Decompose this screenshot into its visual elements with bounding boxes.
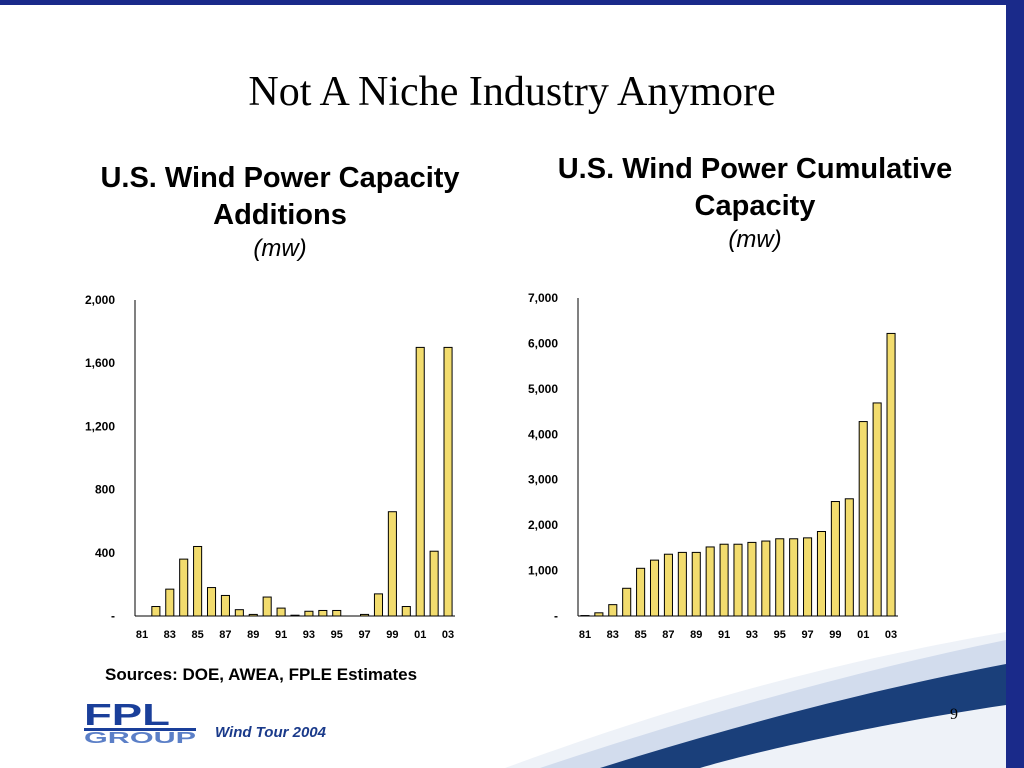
top-accent-bar (0, 0, 1024, 5)
additions-xtick-label: 83 (164, 629, 176, 641)
cumulative-bar-03 (886, 332, 896, 617)
additions-bar-92 (290, 614, 300, 617)
cumulative-ytick-label: 7,000 (528, 291, 558, 305)
cumulative-bar-01 (858, 421, 868, 617)
additions-ytick-label: 400 (95, 546, 115, 560)
additions-ytick-label: 2,000 (85, 293, 115, 307)
additions-bar-90 (262, 596, 272, 617)
sources-note: Sources: DOE, AWEA, FPLE Estimates (105, 665, 418, 684)
cumulative-bar-92 (733, 543, 743, 617)
additions-xtick-label: 91 (275, 629, 287, 641)
cumulative-bar-94 (761, 540, 771, 617)
cumulative-ytick-label: 6,000 (528, 336, 558, 350)
chart-title-additions: U.S. Wind Power Capacity Additions (mw) (80, 160, 480, 264)
fpl-group-logo: FPL GROUP (84, 698, 197, 746)
additions-bar-83 (165, 588, 175, 617)
additions-bar-97 (360, 613, 370, 617)
additions-bar-99 (387, 511, 397, 617)
additions-bar-84 (179, 558, 189, 617)
cumulative-xtick-label: 93 (746, 629, 758, 641)
additions-bar-94 (318, 609, 328, 617)
additions-xtick-label: 03 (442, 629, 454, 641)
cumulative-bar-95 (775, 538, 785, 617)
cumulative-bar-93 (747, 541, 757, 617)
slide-title: Not A Niche Industry Anymore (248, 69, 776, 115)
additions-xtick-label: 95 (331, 629, 343, 641)
cumulative-xtick-label: 89 (690, 629, 702, 641)
logo-bottom-text: GROUP (84, 730, 197, 746)
additions-bar-85 (193, 545, 203, 617)
chart-title-cumulative: U.S. Wind Power Cumulative Capacity (mw) (555, 151, 955, 255)
additions-ytick-label: - (111, 609, 115, 623)
additions-bar-93 (304, 610, 314, 617)
additions-bar-91 (276, 607, 286, 617)
cumulative-ytick-label: 4,000 (528, 427, 558, 441)
cumulative-bar-90 (705, 546, 715, 617)
right-accent-bar (1006, 0, 1024, 768)
page-number: 9 (950, 706, 958, 723)
cumulative-xtick-label: 99 (829, 629, 841, 641)
additions-bar-88 (234, 609, 244, 617)
cumulative-xtick-label: 83 (607, 629, 619, 641)
additions-bar-98 (373, 593, 384, 617)
cumulative-bar-00 (844, 498, 854, 617)
logo-top-text: FPL (84, 698, 170, 732)
cumulative-bar-96 (789, 538, 799, 617)
additions-xtick-label: 01 (414, 629, 426, 641)
cumulative-xtick-label: 81 (579, 629, 591, 641)
cumulative-bar-83 (608, 604, 618, 617)
cumulative-bar-02 (872, 402, 882, 617)
additions-xtick-label: 93 (303, 629, 315, 641)
cumulative-ytick-label: 3,000 (528, 473, 558, 487)
cumulative-bar-89 (691, 551, 701, 617)
additions-bar-01 (415, 346, 425, 617)
additions-bar-95 (332, 609, 342, 617)
additions-xtick-label: 89 (247, 629, 259, 641)
additions-bar-00 (401, 606, 411, 617)
cumulative-xtick-label: 87 (662, 629, 674, 641)
cumulative-xtick-label: 85 (634, 629, 646, 641)
cumulative-xtick-label: 01 (857, 629, 869, 641)
additions-bar-02 (429, 550, 439, 617)
additions-bar-87 (220, 594, 230, 617)
additions-ytick-label: 1,600 (85, 356, 115, 370)
footer-label: Wind Tour 2004 (215, 724, 326, 741)
cumulative-xtick-label: 95 (774, 629, 786, 641)
cumulative-bar-87 (663, 553, 673, 617)
chart-unit-additions: (mw) (253, 235, 307, 262)
additions-bar-82 (151, 606, 161, 617)
cumulative-bar-91 (719, 543, 729, 617)
additions-bar-86 (206, 587, 217, 617)
cumulative-xtick-label: 03 (885, 629, 897, 641)
cumulative-bar-97 (803, 537, 813, 617)
chart-title-cumulative-text: U.S. Wind Power Cumulative Capacity (557, 153, 953, 222)
cumulative-ytick-label: 1,000 (528, 564, 558, 578)
cumulative-bar-82 (594, 612, 604, 617)
additions-xtick-label: 97 (358, 629, 370, 641)
chart-unit-cumulative: (mw) (728, 226, 782, 253)
cumulative-ytick-label: 5,000 (528, 382, 558, 396)
additions-xtick-label: 81 (136, 629, 148, 641)
cumulative-ytick-label: 2,000 (528, 518, 558, 532)
additions-bar-03 (443, 346, 453, 617)
cumulative-bar-85 (636, 567, 646, 617)
cumulative-xtick-label: 97 (801, 629, 813, 641)
additions-xtick-label: 99 (386, 629, 398, 641)
cumulative-xtick-label: 91 (718, 629, 730, 641)
additions-bar-89 (248, 613, 258, 617)
cumulative-ytick-label: - (554, 609, 558, 623)
cumulative-bar-86 (649, 559, 660, 617)
cumulative-bar-99 (830, 501, 840, 617)
additions-xtick-label: 87 (219, 629, 231, 641)
cumulative-bar-84 (622, 587, 632, 617)
additions-ytick-label: 1,200 (85, 419, 115, 433)
chart-title-additions-text: U.S. Wind Power Capacity Additions (100, 162, 460, 231)
additions-ytick-label: 800 (95, 483, 115, 497)
cumulative-bar-88 (677, 551, 687, 617)
additions-xtick-label: 85 (191, 629, 203, 641)
cumulative-bar-98 (816, 531, 827, 617)
